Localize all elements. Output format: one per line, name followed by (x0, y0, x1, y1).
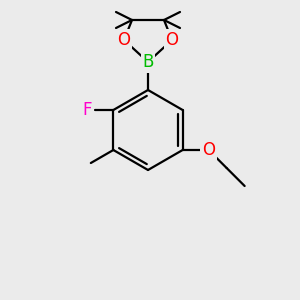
Text: B: B (142, 53, 154, 71)
Text: O: O (118, 31, 130, 49)
Text: O: O (166, 31, 178, 49)
Text: F: F (82, 101, 92, 119)
Text: O: O (202, 141, 215, 159)
